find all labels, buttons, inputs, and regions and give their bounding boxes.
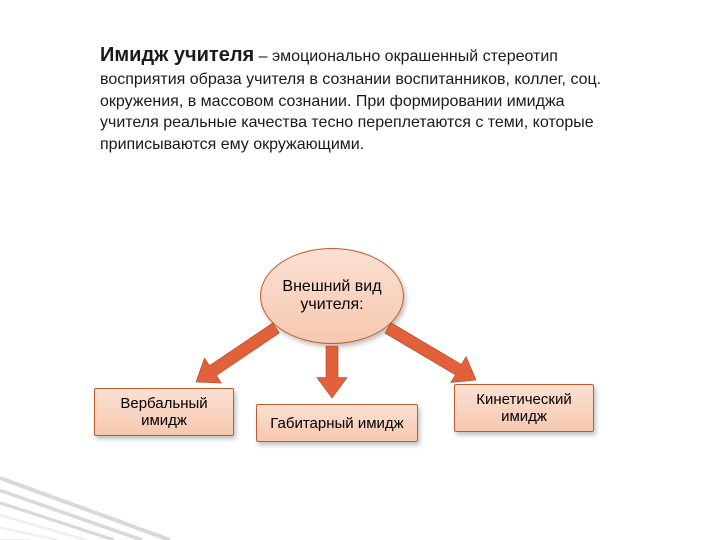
arrows-layer [0, 0, 720, 540]
corner-hatch-decoration [0, 470, 170, 540]
